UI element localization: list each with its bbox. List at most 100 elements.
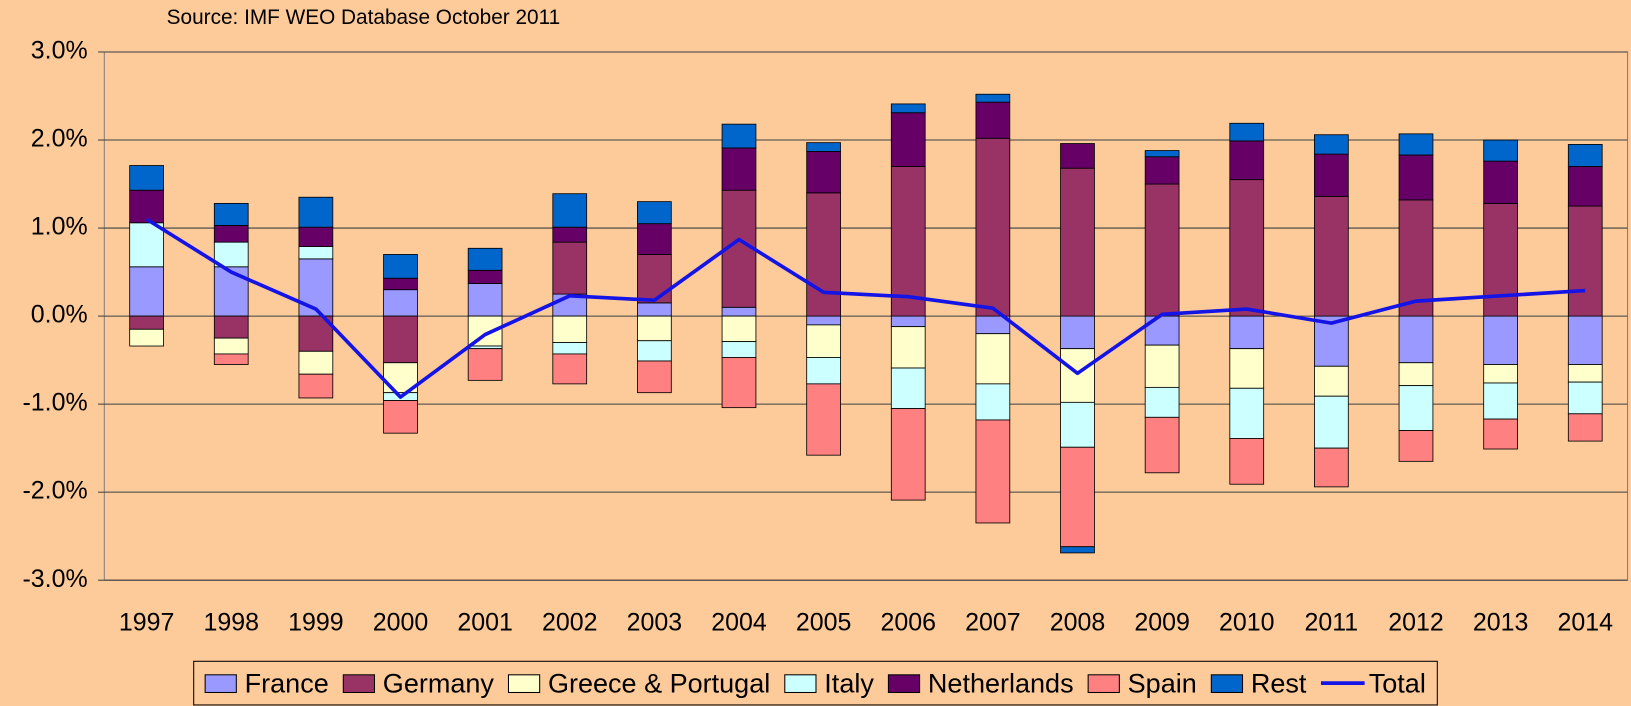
bar	[637, 254, 672, 304]
legend-swatch	[1210, 674, 1244, 694]
bar	[383, 400, 418, 434]
x-tick-label: 1998	[203, 608, 258, 636]
legend-swatch	[887, 674, 921, 694]
y-tick-label: 3.0%	[31, 37, 88, 65]
x-tick-label: 2008	[1050, 608, 1105, 636]
bar	[552, 315, 588, 343]
bar	[1144, 344, 1180, 388]
bar	[1567, 364, 1603, 383]
bar	[1398, 133, 1434, 156]
bar	[1483, 382, 1518, 420]
legend: France Germany Greece & Portugal Italy Nethe…	[193, 660, 1438, 706]
y-tick-label: -1.0%	[23, 389, 88, 417]
legend-swatch	[342, 674, 376, 694]
bar	[213, 337, 249, 355]
bar	[1229, 179, 1265, 317]
bar	[1398, 154, 1434, 201]
bar	[1567, 144, 1603, 167]
bar	[806, 151, 841, 194]
bar	[1144, 416, 1180, 474]
bar	[637, 302, 672, 317]
y-tick-label: -2.0%	[23, 477, 88, 505]
bar	[298, 350, 334, 375]
bar	[129, 315, 164, 330]
x-tick-label: 2006	[880, 608, 935, 636]
bar	[1567, 205, 1603, 317]
bar	[552, 226, 588, 243]
bar	[1314, 447, 1349, 488]
bar	[298, 373, 334, 399]
bar	[213, 241, 249, 268]
bar	[1060, 401, 1095, 448]
x-tick-label: 1999	[288, 608, 343, 636]
legend-label: Italy	[824, 668, 874, 698]
bar	[1229, 348, 1265, 389]
bar	[721, 341, 757, 358]
x-tick-label: 2013	[1473, 608, 1528, 636]
bar	[1483, 315, 1518, 365]
bar	[890, 103, 926, 114]
legend-swatch	[204, 674, 237, 694]
bar	[721, 315, 757, 343]
bar	[552, 241, 588, 295]
y-tick-label: -3.0%	[23, 565, 88, 593]
bar	[1144, 150, 1180, 158]
bar	[467, 283, 503, 317]
bar	[383, 289, 418, 317]
bar	[806, 357, 841, 385]
bar	[298, 246, 334, 260]
legend-swatch	[1087, 674, 1120, 694]
bar	[213, 266, 249, 317]
x-tick-label: 2014	[1558, 608, 1614, 636]
bar	[1060, 143, 1095, 169]
bar	[383, 315, 418, 364]
x-tick-label: 2003	[627, 608, 682, 636]
bar	[721, 357, 757, 409]
bar	[1483, 160, 1518, 204]
bar	[1144, 156, 1180, 185]
bar	[637, 201, 672, 225]
bar	[975, 419, 1011, 524]
bar	[1483, 202, 1518, 317]
x-tick-label: 2011	[1305, 608, 1359, 636]
legend-label: Rest	[1251, 668, 1307, 698]
bar	[1398, 385, 1434, 431]
bar	[467, 269, 503, 284]
bar	[890, 166, 926, 317]
bar	[721, 147, 757, 191]
bar	[890, 367, 926, 409]
bar	[1483, 418, 1518, 450]
legend-label: Greece & Portugal	[548, 668, 770, 698]
bar	[129, 189, 164, 224]
bar	[890, 326, 926, 369]
y-tick-label: 1.0%	[31, 213, 88, 241]
bar	[1398, 199, 1434, 317]
legend-label: Germany	[383, 668, 495, 698]
bar	[1229, 438, 1265, 485]
bar	[552, 193, 588, 228]
bar	[975, 383, 1011, 421]
x-tick-label: 2005	[796, 608, 851, 636]
bar	[890, 112, 926, 167]
bar	[383, 254, 418, 279]
bar	[890, 408, 926, 501]
x-tick-label: 2012	[1388, 608, 1443, 636]
bar	[129, 266, 164, 317]
x-tick-label: 2007	[965, 608, 1020, 636]
x-tick-label: 1997	[119, 608, 174, 636]
x-tick-label: 2010	[1219, 608, 1274, 636]
bar	[1060, 315, 1095, 350]
chart-subtitle: Source: IMF WEO Database October 2011	[167, 6, 560, 29]
bar	[213, 315, 249, 339]
bar	[298, 258, 334, 317]
legend-label: France	[245, 668, 329, 698]
y-tick-label: 0.0%	[31, 301, 88, 329]
bar	[637, 340, 672, 362]
bar	[1567, 315, 1603, 365]
bar	[1314, 195, 1349, 317]
bar	[1398, 362, 1434, 387]
bar	[129, 222, 164, 268]
bar	[1314, 134, 1349, 155]
bar	[1229, 315, 1265, 350]
bar	[1567, 413, 1603, 442]
